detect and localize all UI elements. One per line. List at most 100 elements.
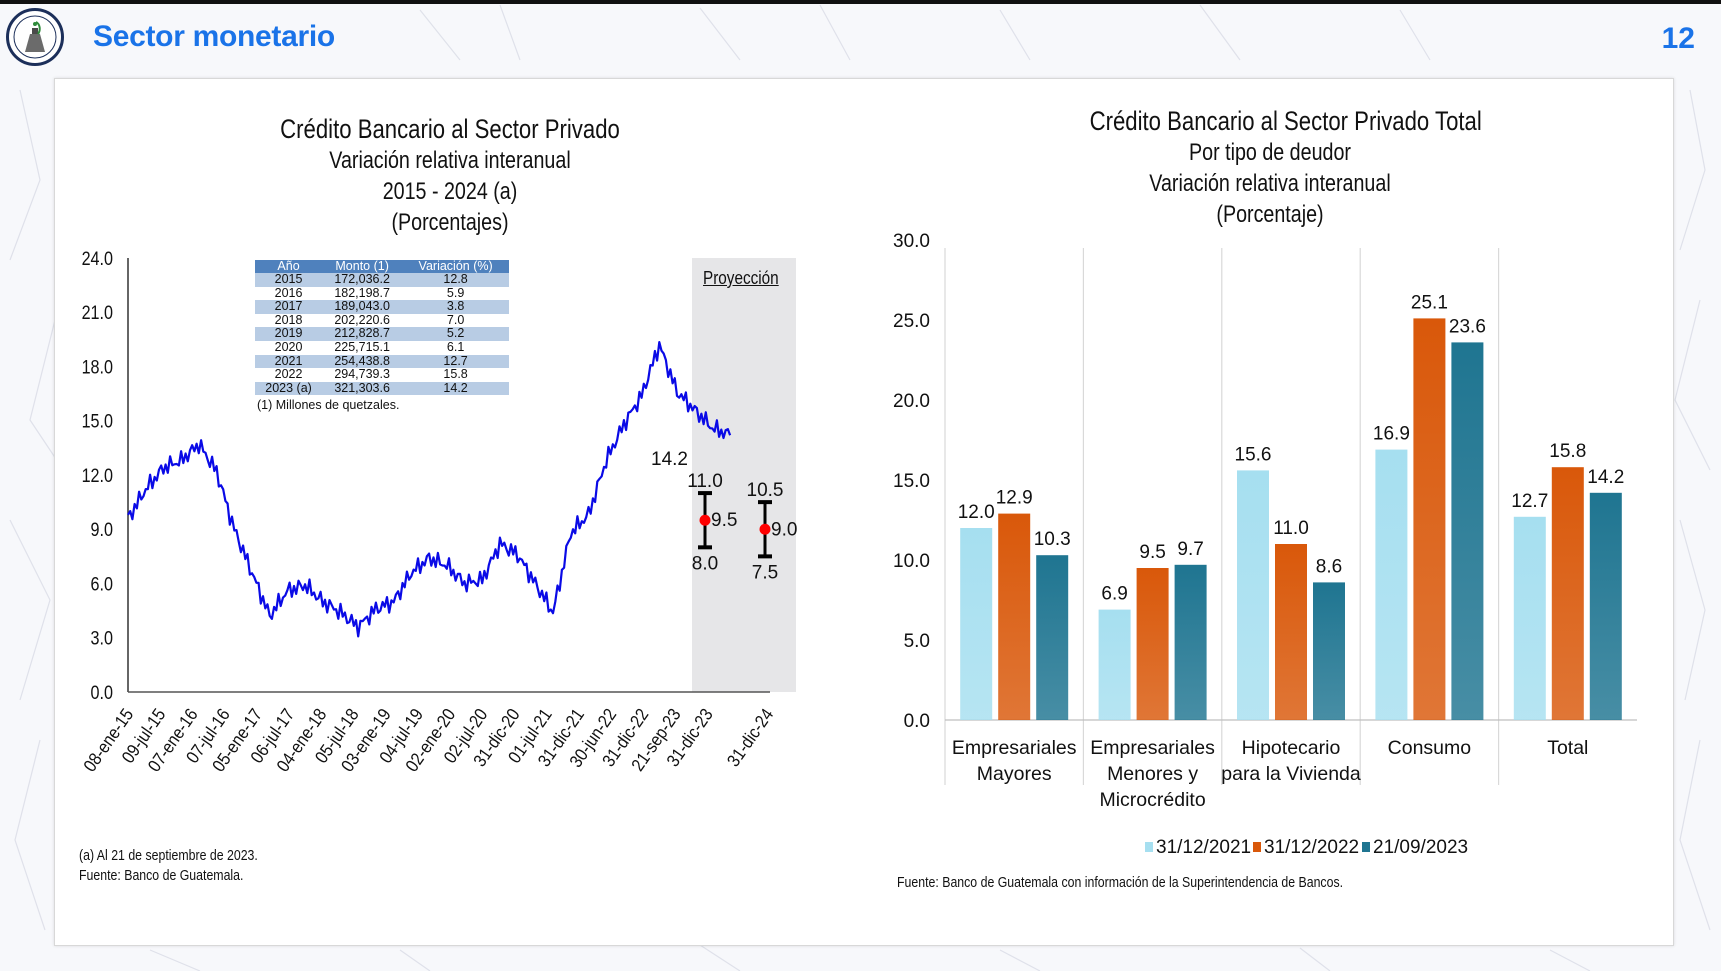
y-tick-label: 12.0 <box>82 465 114 487</box>
y-tick-label: 25.0 <box>893 311 930 332</box>
projection-low-label: 8.0 <box>692 553 718 574</box>
table-row: 2022 294,739.3 15.8 <box>255 368 509 382</box>
page-number: 12 <box>1661 22 1695 55</box>
bar <box>1413 318 1446 720</box>
projection-central-label: 9.0 <box>771 519 797 540</box>
bar-value-label: 9.7 <box>1177 539 1203 560</box>
y-tick-label: 30.0 <box>893 231 930 252</box>
projection-shading <box>692 258 796 692</box>
end-value-label: 14.2 <box>651 449 688 470</box>
bar <box>1375 449 1408 720</box>
bar <box>998 513 1031 720</box>
table-cell-year: 2021 <box>255 354 323 369</box>
left-chart-subtitle-3: (Porcentajes) <box>391 209 509 236</box>
table-cell-variation: 5.2 <box>402 327 509 341</box>
table-row: 2023 (a) 321,303.6 14.2 <box>255 381 509 396</box>
legend-label: 31/12/2021 <box>1156 837 1251 858</box>
left-chart-titles: Crédito Bancario al Sector Privado Varia… <box>270 114 631 238</box>
right-chart-subtitle-1: Por tipo de deudor <box>1189 139 1351 166</box>
table-cell-variation: 15.8 <box>402 368 509 382</box>
projection-central-point <box>699 514 711 526</box>
right-source-note: Fuente: Banco de Guatemala con informaci… <box>897 875 1344 891</box>
left-chart-title: Crédito Bancario al Sector Privado <box>280 114 620 144</box>
category-label: Microcrédito <box>1099 789 1205 811</box>
bar <box>1513 516 1546 720</box>
right-chart-subtitle-2: Variación relativa interanual <box>1149 170 1391 197</box>
table-cell-amount: 294,739.3 <box>322 368 403 382</box>
y-tick-label: 0.0 <box>91 682 114 704</box>
table-row: 2017 189,043.0 3.8 <box>255 300 509 314</box>
table-cell-amount: 182,198.7 <box>322 286 403 301</box>
bar <box>960 528 993 720</box>
table-cell-year: 2018 <box>255 313 323 328</box>
y-tick-label: 15.0 <box>82 411 114 433</box>
bar <box>1551 467 1584 720</box>
legend-label: 21/09/2023 <box>1373 837 1468 858</box>
y-tick-label: 21.0 <box>82 302 114 324</box>
left-footnote-1: (a) Al 21 de septiembre de 2023. <box>79 848 258 864</box>
category-label: Total <box>1547 737 1588 759</box>
top-border <box>0 0 1721 4</box>
table-cell-variation: 12.7 <box>402 354 509 369</box>
table-row: 2018 202,220.6 7.0 <box>255 313 509 328</box>
bar-value-label: 12.0 <box>958 502 995 523</box>
right-chart-title: Crédito Bancario al Sector Privado Total <box>1089 106 1482 136</box>
bar <box>1136 568 1169 720</box>
left-footnote-2: Fuente: Banco de Guatemala. <box>79 868 244 884</box>
category-label: Menores y <box>1107 763 1198 785</box>
right-chart-subtitle-3: (Porcentaje) <box>1216 201 1324 228</box>
y-tick-label: 5.0 <box>904 631 930 652</box>
bar-value-label: 25.1 <box>1411 292 1448 313</box>
category-label: Empresariales <box>1090 737 1215 759</box>
y-tick-label: 0.0 <box>904 711 930 732</box>
table-cell-year: 2017 <box>255 300 323 314</box>
projection-central-label: 9.5 <box>711 510 737 531</box>
bank-logo <box>6 8 64 66</box>
category-label: para la Vivienda <box>1221 763 1361 785</box>
bar-value-label: 16.9 <box>1373 424 1410 445</box>
table-row: 2020 225,715.1 6.1 <box>255 340 509 355</box>
bar-value-label: 15.6 <box>1235 444 1272 465</box>
table-cell-amount: 254,438.8 <box>322 354 403 369</box>
table-header-amount: Monto (1) <box>322 260 403 273</box>
table-cell-amount: 321,303.6 <box>322 381 403 396</box>
left-chart-subtitle-2: 2015 - 2024 (a) <box>382 178 518 205</box>
legend-swatch <box>1362 842 1370 852</box>
projection-central-point <box>759 523 771 535</box>
bar-value-label: 9.5 <box>1139 542 1165 563</box>
y-tick-label: 20.0 <box>893 391 930 412</box>
table-cell-year: 2023 (a) <box>255 381 323 396</box>
table-cell-amount: 212,828.7 <box>322 327 403 341</box>
bar-value-label: 12.9 <box>996 488 1033 509</box>
projection-high-label: 10.5 <box>747 480 784 501</box>
bar-value-label: 15.8 <box>1549 441 1586 462</box>
bar <box>1174 564 1207 720</box>
legend-label: 31/12/2022 <box>1264 837 1359 858</box>
projection-low-label: 7.5 <box>752 562 778 583</box>
table-cell-amount: 189,043.0 <box>322 300 403 314</box>
y-tick-label: 9.0 <box>91 519 114 541</box>
table-cell-year: 2019 <box>255 327 323 341</box>
table-cell-variation: 14.2 <box>402 381 509 396</box>
table-cell-amount: 225,715.1 <box>322 340 403 355</box>
legend-swatch <box>1145 842 1153 852</box>
y-tick-label: 18.0 <box>82 356 114 378</box>
annual-data-table: Año Monto (1) Variación (%) 2015 172,036.… <box>255 260 509 396</box>
projection-high-label: 11.0 <box>687 471 723 492</box>
table-cell-amount: 172,036.2 <box>322 272 403 287</box>
bar <box>1451 342 1484 720</box>
table-row: 2021 254,438.8 12.7 <box>255 354 509 369</box>
left-chart-subtitle-1: Variación relativa interanual <box>329 147 571 174</box>
bar <box>1313 582 1345 720</box>
bar-value-label: 11.0 <box>1273 518 1309 539</box>
bar <box>1098 609 1131 720</box>
bar <box>1237 470 1269 720</box>
series-line <box>127 341 732 638</box>
y-tick-label: 3.0 <box>91 628 114 650</box>
category-label: Empresariales <box>952 737 1077 759</box>
table-cell-year: 2015 <box>255 272 323 287</box>
legend-swatch <box>1253 842 1261 852</box>
table-cell-variation: 6.1 <box>402 340 509 355</box>
table-cell-variation: 7.0 <box>402 313 509 328</box>
